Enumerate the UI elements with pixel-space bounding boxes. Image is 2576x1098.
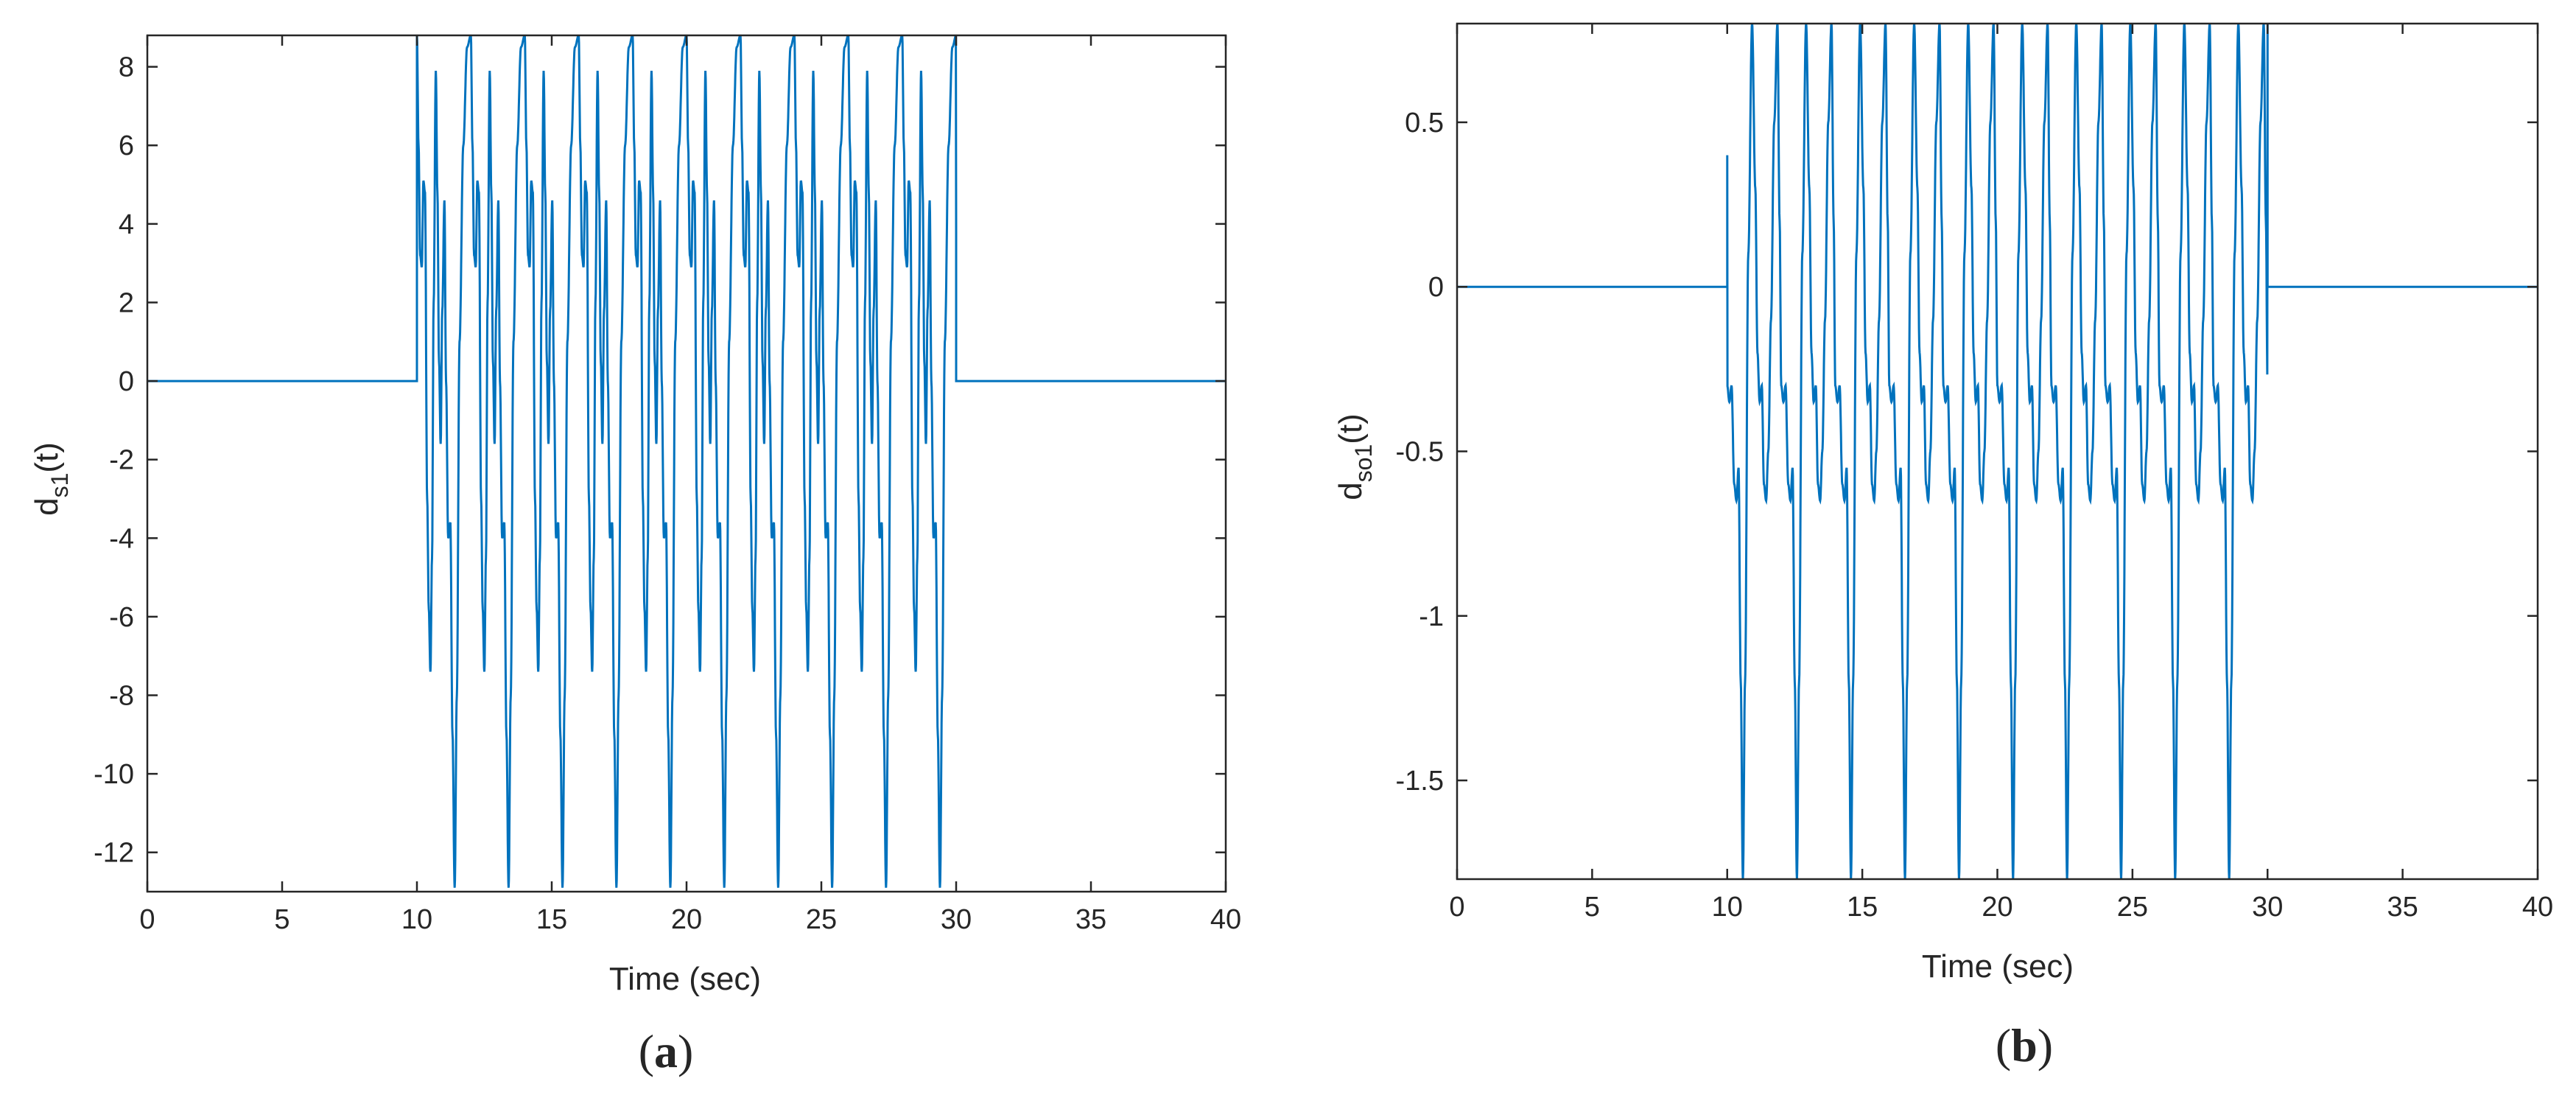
chart-a-x-tick-label: 5 <box>274 904 289 935</box>
chart-b-x-axis-title: Time (sec) <box>1922 948 2074 985</box>
chart-a-y-tick-label: 4 <box>119 209 134 240</box>
chart-a-y-tick-label: 6 <box>119 130 134 161</box>
chart-b-x-axis: 0 5 10 15 20 25 30 35 40 <box>1449 24 2553 923</box>
chart-b-y-tick-label: 0.5 <box>1405 108 1444 139</box>
chart-a-y-tick-label: 0 <box>119 366 134 397</box>
chart-b-x-tick-label: 10 <box>1712 892 1743 923</box>
chart-b-y-tick-label: -1 <box>1419 601 1444 632</box>
chart-a: 0 5 10 15 20 25 30 35 40 -12 -10 -8 -6 -4 -2 0 2 4 6 8 Tim… <box>29 34 1241 1077</box>
chart-a-x-axis: 0 5 10 15 20 25 30 35 40 <box>139 35 1241 935</box>
chart-a-series-line <box>147 35 1226 888</box>
chart-a-y-tick-label: 8 <box>119 52 134 83</box>
chart-b-series-line <box>1457 24 2538 879</box>
chart-b-panel-label: (b) <box>1996 1019 2053 1071</box>
chart-a-y-tick-label: -10 <box>94 759 134 790</box>
chart-b-y-tick-label: -1.5 <box>1396 766 1444 797</box>
chart-b-y-tick-label: 0 <box>1428 272 1444 303</box>
chart-a-x-tick-label: 0 <box>139 904 155 935</box>
chart-a-y-tick-label: 2 <box>119 287 134 318</box>
chart-a-x-tick-label: 35 <box>1075 904 1106 935</box>
chart-a-x-axis-title: Time (sec) <box>609 961 761 997</box>
chart-b-x-tick-label: 0 <box>1449 892 1464 923</box>
chart-b-x-tick-label: 25 <box>2117 892 2148 923</box>
chart-a-y-tick-label: -4 <box>109 523 134 554</box>
chart-b-x-tick-label: 40 <box>2522 892 2553 923</box>
chart-a-x-tick-label: 30 <box>941 904 972 935</box>
chart-b-x-tick-label: 20 <box>1982 892 2012 923</box>
chart-a-y-tick-label: -12 <box>94 838 134 869</box>
chart-a-x-tick-label: 20 <box>671 904 702 935</box>
chart-b: 0 5 10 15 20 25 30 35 40 -1.5 -1 -0.5 0 0.5 Time (se… <box>1333 22 2553 1071</box>
chart-a-y-tick-label: -8 <box>109 680 134 711</box>
chart-a-x-tick-label: 25 <box>806 904 837 935</box>
chart-a-panel-label: (a) <box>639 1025 694 1077</box>
chart-a-y-axis: -12 -10 -8 -6 -4 -2 0 2 4 6 8 <box>94 52 1226 869</box>
chart-b-y-tick-label: -0.5 <box>1396 437 1444 468</box>
chart-b-y-axis: -1.5 -1 -0.5 0 0.5 <box>1396 108 2538 797</box>
chart-a-y-tick-label: -6 <box>109 602 134 633</box>
chart-b-x-tick-label: 5 <box>1584 892 1600 923</box>
chart-a-y-tick-label: -2 <box>109 445 134 476</box>
chart-b-x-tick-label: 30 <box>2252 892 2283 923</box>
chart-b-x-tick-label: 15 <box>1847 892 1878 923</box>
chart-a-x-tick-label: 15 <box>536 904 567 935</box>
chart-b-x-tick-label: 35 <box>2387 892 2418 923</box>
chart-a-x-tick-label: 40 <box>1210 904 1241 935</box>
chart-b-y-axis-title: dso1(t) <box>1333 413 1377 500</box>
chart-a-x-tick-label: 10 <box>401 904 432 935</box>
chart-a-y-axis-title: ds1(t) <box>29 442 73 516</box>
